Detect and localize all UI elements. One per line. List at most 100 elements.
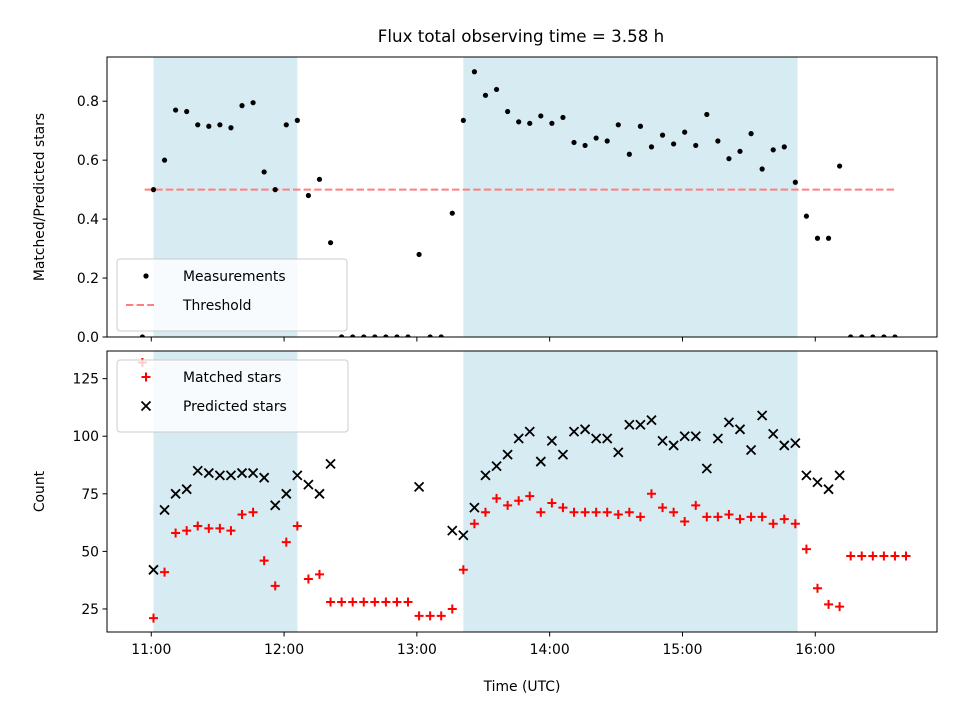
data-point <box>680 516 690 526</box>
data-point <box>691 500 701 510</box>
data-point <box>781 144 787 150</box>
data-point <box>247 467 259 479</box>
data-point <box>206 123 212 129</box>
data-point <box>469 519 479 529</box>
data-point <box>859 334 865 337</box>
data-point <box>525 491 535 501</box>
data-point <box>502 449 513 460</box>
data-point <box>812 583 822 593</box>
data-point <box>591 433 602 444</box>
data-point <box>713 512 723 522</box>
y-axis-label: Matched/Predicted stars <box>32 113 48 281</box>
data-point <box>513 433 524 444</box>
data-point <box>825 235 832 241</box>
y-tick-label: 0.2 <box>77 271 99 287</box>
data-point <box>848 334 854 337</box>
data-point <box>757 410 768 421</box>
data-point <box>881 334 887 337</box>
data-point <box>228 125 234 131</box>
data-point <box>292 521 302 531</box>
data-point <box>901 551 911 561</box>
chart-title: Flux total observing time = 3.58 h <box>378 26 664 46</box>
data-point <box>413 481 425 493</box>
data-point <box>658 503 668 513</box>
data-point <box>723 417 735 428</box>
bottom-panel-star-counts: 25 50 75 100 125 11:00 12:00 13:00 14:00 15:00 16:… <box>32 350 938 695</box>
series-measurements <box>139 69 898 337</box>
legend-marker <box>140 400 152 412</box>
data-point <box>436 611 446 621</box>
data-point <box>679 431 690 442</box>
data-point <box>835 602 845 612</box>
data-point <box>712 433 724 444</box>
data-point <box>837 163 843 169</box>
data-point <box>879 551 889 561</box>
data-point <box>337 597 347 607</box>
data-point <box>682 129 688 135</box>
legend-marker <box>141 372 151 382</box>
legend-label: Measurements <box>183 269 286 285</box>
data-point <box>635 419 646 430</box>
data-point <box>236 467 248 479</box>
data-point <box>668 440 679 451</box>
data-point <box>613 510 623 520</box>
data-point <box>259 472 270 483</box>
data-point <box>715 138 721 144</box>
legend-marker <box>143 273 149 279</box>
data-point <box>480 507 490 517</box>
x-tick-label: 14:00 <box>530 642 570 658</box>
data-point <box>150 187 157 193</box>
data-point <box>215 523 225 533</box>
data-point <box>195 122 201 128</box>
x-axis-label: Time (UTC) <box>483 679 561 695</box>
data-point <box>449 210 455 216</box>
data-point <box>493 86 500 93</box>
data-point <box>892 334 898 337</box>
data-point <box>316 176 323 182</box>
legend-label: Matched stars <box>183 370 281 386</box>
data-point <box>447 604 457 614</box>
data-point <box>626 151 632 157</box>
data-point <box>613 447 624 458</box>
data-point <box>460 117 466 123</box>
data-point <box>648 144 655 150</box>
data-point <box>173 107 179 113</box>
data-point <box>624 419 635 430</box>
data-point <box>812 477 823 488</box>
data-point <box>292 470 303 481</box>
data-point <box>325 458 336 469</box>
y-tick-label: 125 <box>72 372 99 388</box>
data-point <box>768 519 778 529</box>
legend-box <box>116 258 348 332</box>
data-point <box>846 551 856 561</box>
y-tick-label: 50 <box>81 544 99 560</box>
data-point <box>737 148 743 154</box>
data-point <box>557 449 569 460</box>
data-point <box>635 512 645 522</box>
data-point <box>768 428 779 440</box>
data-point <box>182 526 192 536</box>
data-point <box>170 488 181 499</box>
data-point <box>403 597 413 607</box>
data-point <box>824 599 834 609</box>
data-point <box>624 507 634 517</box>
data-point <box>637 123 644 129</box>
data-point <box>348 597 358 607</box>
data-point <box>868 551 878 561</box>
y-tick-label: 0.8 <box>77 94 99 110</box>
data-point <box>669 507 679 517</box>
data-point <box>438 334 444 337</box>
data-point <box>549 120 555 126</box>
data-point <box>416 251 422 258</box>
data-point <box>458 530 469 541</box>
data-point <box>524 426 535 437</box>
data-point <box>370 597 380 607</box>
data-point <box>303 574 313 584</box>
series-predicted-stars <box>148 410 845 575</box>
x-tick-label: 12:00 <box>264 642 304 658</box>
data-point <box>161 157 168 163</box>
data-point <box>558 503 568 513</box>
observing-window-2 <box>463 57 798 337</box>
data-point <box>790 519 800 529</box>
